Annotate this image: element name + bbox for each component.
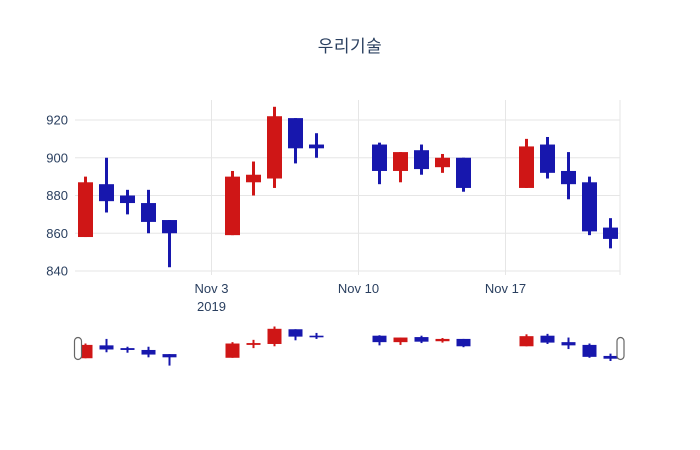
candle-body bbox=[603, 227, 618, 239]
candle-body bbox=[288, 118, 303, 149]
mini-candle-wick bbox=[168, 354, 171, 366]
y-tick-label: 880 bbox=[46, 188, 68, 203]
candle-body bbox=[267, 116, 282, 179]
mini-candle-body bbox=[141, 349, 156, 355]
chart-title: 우리기술 bbox=[317, 37, 383, 56]
candle-body bbox=[225, 176, 240, 236]
candlestick-nov-22[interactable] bbox=[603, 218, 618, 249]
candlestick-nov-6[interactable] bbox=[267, 106, 282, 188]
mini-candle-body bbox=[288, 329, 303, 337]
candle-body bbox=[120, 195, 135, 204]
candle-body bbox=[393, 152, 408, 171]
candle-body bbox=[309, 144, 324, 149]
candle-body bbox=[582, 182, 597, 232]
candle-body bbox=[162, 220, 177, 234]
rangeslider-handle-left[interactable] bbox=[73, 336, 83, 361]
mini-candle-body bbox=[225, 343, 240, 358]
axis-labels: 840 860 880 900 920 Nov 3 2019 Nov 10 Nov 17 bbox=[46, 113, 526, 315]
candlestick-nov-15[interactable] bbox=[456, 157, 471, 192]
rangeslider-candle bbox=[99, 338, 114, 353]
candlestick-nov-13[interactable] bbox=[414, 144, 429, 175]
mini-candle-body bbox=[582, 344, 597, 357]
main-plot-area[interactable] bbox=[75, 100, 620, 275]
rangeslider-track[interactable] bbox=[75, 324, 620, 372]
mini-candle-body bbox=[120, 348, 135, 350]
x-tick-label: Nov 17 bbox=[485, 281, 526, 296]
candlestick-nov-8[interactable] bbox=[309, 133, 324, 158]
candlestick-nov-4[interactable] bbox=[225, 170, 240, 236]
rangeslider-candle bbox=[561, 337, 576, 350]
rangeslider-candle bbox=[456, 338, 471, 348]
rangeslider-candle bbox=[540, 333, 555, 344]
mini-candle-body bbox=[309, 335, 324, 338]
candlestick-nov-14[interactable] bbox=[435, 153, 450, 173]
mini-candle-body bbox=[393, 337, 408, 343]
candle-body bbox=[78, 182, 93, 238]
y-tick-label: 840 bbox=[46, 264, 68, 279]
x-tick-label: Nov 10 bbox=[338, 281, 379, 296]
candle-body bbox=[141, 203, 156, 222]
rangeslider-candle bbox=[582, 343, 597, 358]
mini-candle-body bbox=[435, 338, 450, 342]
rangeslider-candle bbox=[162, 354, 177, 366]
candle-body bbox=[99, 184, 114, 202]
candles bbox=[78, 106, 618, 268]
rangeslider-candle bbox=[393, 337, 408, 345]
y-tick-label: 920 bbox=[46, 113, 68, 128]
candlestick-oct-30[interactable] bbox=[120, 189, 135, 215]
candlestick-nov-7[interactable] bbox=[288, 118, 303, 164]
candlestick-oct-31[interactable] bbox=[141, 189, 156, 234]
candlestick-nov-18[interactable] bbox=[519, 138, 534, 188]
rangeslider-candle bbox=[435, 338, 450, 343]
rangeslider-candle bbox=[225, 342, 240, 358]
mini-candle-body bbox=[540, 335, 555, 343]
candle-body bbox=[561, 170, 576, 185]
mini-candle-body bbox=[372, 335, 387, 343]
mini-candle-body bbox=[414, 337, 429, 342]
rangeslider-candle bbox=[246, 339, 261, 349]
candle-wick bbox=[168, 220, 171, 268]
mini-candle-body bbox=[267, 328, 282, 344]
mini-candle-body bbox=[246, 343, 261, 345]
candlestick-nov-20[interactable] bbox=[561, 152, 576, 200]
rangeslider-candle bbox=[288, 329, 303, 341]
candle-body bbox=[540, 144, 555, 173]
candle-body bbox=[372, 144, 387, 171]
rangeslider-candle bbox=[414, 335, 429, 344]
mini-candle-body bbox=[456, 338, 471, 347]
mini-candle-body bbox=[561, 342, 576, 346]
candle-body bbox=[519, 146, 534, 188]
y-tick-label: 860 bbox=[46, 226, 68, 241]
candle-body bbox=[456, 157, 471, 188]
rangeslider[interactable] bbox=[73, 324, 625, 372]
rangeslider-handle-right[interactable] bbox=[616, 336, 625, 361]
mini-candle-body bbox=[603, 355, 618, 359]
rangeslider-candle bbox=[519, 334, 534, 347]
candlestick-oct-29[interactable] bbox=[99, 157, 114, 213]
mini-candle-body bbox=[162, 354, 177, 358]
x-tick-sublabel: 2019 bbox=[197, 299, 226, 314]
candle-body bbox=[246, 174, 261, 183]
candlestick-nov-1[interactable] bbox=[162, 220, 177, 268]
rangeslider-candle bbox=[141, 346, 156, 358]
y-tick-label: 900 bbox=[46, 150, 68, 165]
candlestick-nov-5[interactable] bbox=[246, 161, 261, 196]
candlestick-nov-19[interactable] bbox=[540, 136, 555, 179]
rangeslider-candle bbox=[603, 353, 618, 361]
candlestick-oct-28[interactable] bbox=[78, 176, 93, 238]
candlestick-nov-11[interactable] bbox=[372, 142, 387, 185]
candle-body bbox=[414, 150, 429, 170]
candlestick-nov-12[interactable] bbox=[393, 152, 408, 183]
rangeslider-candle bbox=[309, 332, 324, 339]
candlestick-nov-21[interactable] bbox=[582, 176, 597, 236]
rangeslider-candle bbox=[372, 335, 387, 346]
x-tick-label: Nov 3 bbox=[195, 281, 229, 296]
rangeslider-candle bbox=[267, 326, 282, 347]
candle-body bbox=[435, 157, 450, 168]
mini-candle-body bbox=[99, 345, 114, 350]
mini-candle-body bbox=[519, 336, 534, 347]
rangeslider-candle bbox=[120, 346, 135, 353]
